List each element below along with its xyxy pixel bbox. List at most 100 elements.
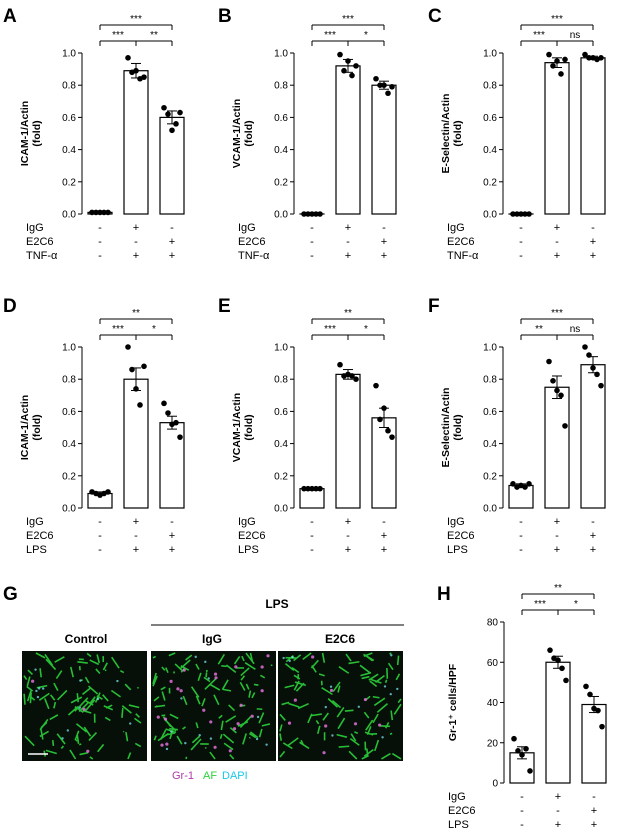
significance-label: *** [342, 14, 354, 25]
y-tick-label: 0.2 [62, 177, 76, 188]
data-point [595, 707, 601, 714]
panel-letter: F [428, 296, 440, 317]
y-tick-label: 0.6 [274, 407, 288, 418]
tissue-strand [35, 652, 46, 659]
tissue-strand [23, 693, 26, 705]
significance-label: *** [130, 14, 142, 25]
significance-label: *** [324, 30, 336, 41]
condition-mark: + [554, 222, 560, 234]
tissue-network [279, 652, 402, 760]
y-tick-label: 0.0 [483, 504, 497, 515]
micrograph-background [278, 651, 403, 761]
condition-mark: + [554, 544, 560, 556]
tissue-strand [157, 732, 169, 742]
tissue-strand [297, 702, 309, 710]
chart-panel-c: C 0.0 0.2 0.4 0.6 0.8 1.0 E-Selectin/Actin (fold… [428, 6, 606, 262]
tissue-strand [78, 702, 89, 713]
tissue-strand [69, 749, 77, 760]
condition-mark: + [554, 250, 560, 262]
tissue-strand [24, 735, 35, 747]
tissue-strand [218, 714, 223, 719]
tissue-strand [164, 719, 177, 732]
condition-mark: + [345, 516, 351, 528]
data-point [337, 361, 343, 368]
data-point [389, 84, 395, 90]
condition-label: LPS [447, 544, 468, 556]
tissue-strand [389, 652, 392, 655]
tissue-strand [363, 748, 374, 757]
significance-label: ** [535, 324, 543, 335]
tissue-strand [281, 701, 290, 706]
tissue-strand [45, 658, 57, 671]
dapi-nucleus [255, 737, 259, 741]
condition-mark: + [591, 805, 597, 817]
tissue-strand [311, 664, 317, 673]
tissue-strand [354, 731, 359, 735]
tissue-strand [190, 738, 202, 751]
condition-mark: + [590, 250, 596, 262]
y-axis-label: VCAM-1/Actin [231, 99, 243, 168]
tissue-strand [127, 752, 132, 760]
dapi-nucleus [396, 687, 399, 691]
tissue-strand [39, 668, 42, 678]
panel-letter: C [428, 6, 442, 27]
condition-mark: + [381, 236, 387, 248]
condition-label: E2C6 [26, 530, 54, 542]
dapi-nucleus [204, 660, 207, 664]
significance-label: *** [551, 308, 563, 319]
significance-label: *** [533, 30, 545, 41]
tissue-strand [261, 723, 271, 727]
dapi-nucleus [37, 687, 41, 690]
dapi-nucleus [198, 734, 201, 737]
condition-mark: - [591, 516, 595, 528]
tissue-strand [364, 731, 374, 736]
significance-label: *** [551, 14, 563, 25]
tissue-strand [38, 692, 50, 701]
data-point [173, 121, 179, 127]
data-point [554, 387, 560, 394]
data-point [93, 209, 99, 216]
dapi-nucleus [180, 697, 183, 700]
tissue-strand [316, 725, 321, 735]
tissue-strand [248, 736, 251, 739]
tissue-strand [104, 716, 111, 722]
y-tick-label: 0 [492, 779, 498, 790]
tissue-strand [221, 665, 227, 668]
condition-mark: + [554, 516, 560, 528]
tissue-strand [332, 681, 341, 693]
y-tick-label: 0.0 [483, 210, 497, 221]
dapi-nucleus [79, 679, 82, 682]
tissue-strand [222, 688, 232, 692]
significance-label: *** [112, 30, 124, 41]
tissue-strand [249, 731, 259, 739]
dapi-nucleus [256, 715, 260, 719]
significance-label: ns [570, 30, 581, 41]
tissue-strand [110, 689, 121, 698]
significance-label: *** [112, 324, 124, 335]
y-tick-label: 0.2 [483, 177, 497, 188]
tissue-strand [315, 719, 320, 725]
data-point [515, 748, 521, 754]
y-tick-label: 0.0 [62, 504, 76, 515]
y-tick-label: 0.0 [274, 504, 288, 515]
condition-mark: + [381, 530, 387, 542]
tissue-strand [169, 713, 179, 720]
gr1-cell [260, 665, 264, 669]
condition-mark: - [98, 530, 102, 542]
data-point [337, 51, 343, 58]
y-tick-label: 20 [487, 738, 499, 749]
data-point [582, 51, 588, 58]
data-point [381, 82, 387, 88]
condition-mark: - [520, 819, 524, 831]
tissue-strand [396, 655, 400, 666]
bar [299, 488, 325, 509]
tissue-strand [374, 739, 380, 752]
tissue-strand [49, 694, 56, 701]
condition-mark: - [520, 805, 524, 817]
significance-bracket: ** [311, 308, 385, 324]
lps-group-label: LPS [265, 597, 288, 611]
tissue-strand [53, 701, 57, 709]
gr1-cell [86, 749, 90, 753]
panel-letter-g: G [3, 584, 18, 605]
